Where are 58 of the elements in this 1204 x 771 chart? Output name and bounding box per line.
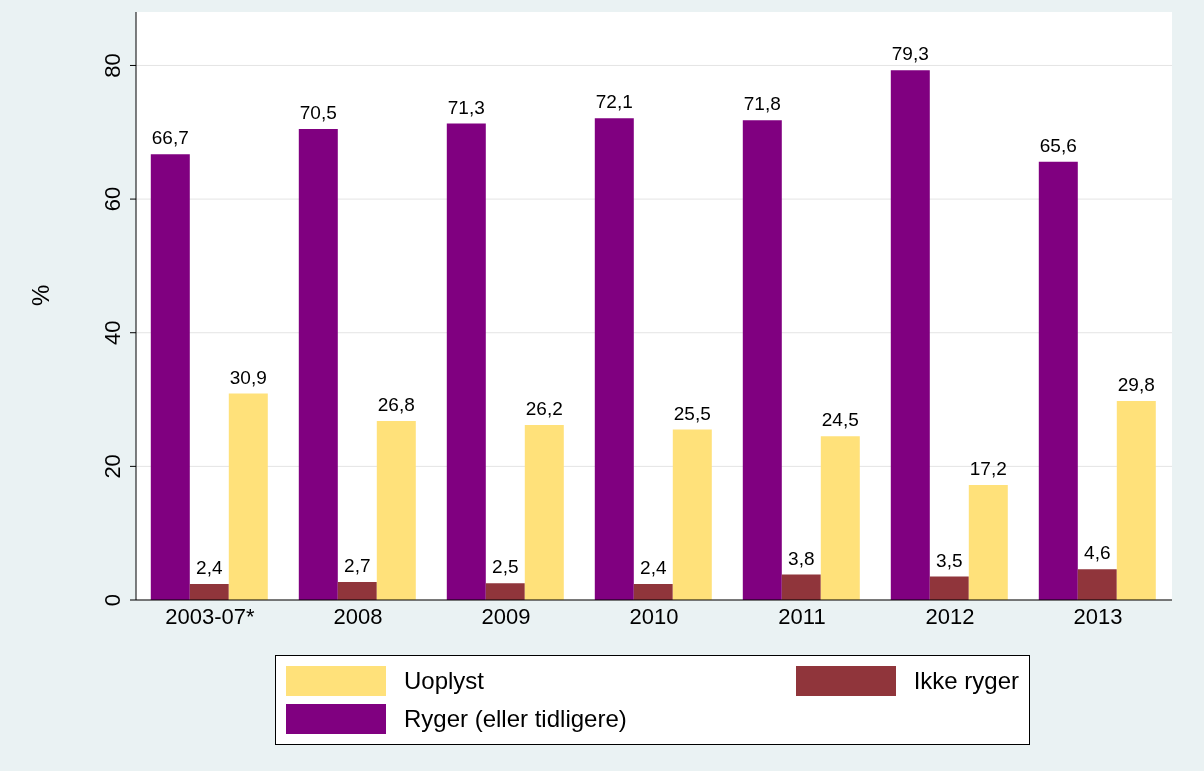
bar [150, 154, 190, 600]
y-tick-label: 80 [100, 53, 125, 78]
data-label: 2,5 [492, 556, 519, 578]
x-tick-label: 2012 [925, 603, 975, 629]
data-label: 24,5 [821, 409, 859, 431]
data-label: 26,8 [377, 393, 415, 415]
x-tick-label: 2013 [1073, 603, 1123, 629]
x-tick-label: 2011 [778, 603, 826, 629]
data-label: 71,3 [447, 96, 485, 118]
bar [376, 420, 416, 600]
data-label: 65,6 [1039, 134, 1077, 156]
data-label: 2,4 [196, 556, 223, 578]
bar [672, 429, 712, 600]
data-label: 25,5 [673, 402, 711, 424]
legend-label: Uoplyst [404, 667, 485, 695]
bar [485, 583, 525, 600]
x-tick-label: 2008 [333, 603, 383, 629]
data-label: 2,7 [344, 554, 371, 576]
bar [929, 576, 969, 600]
data-label: 79,3 [891, 43, 929, 65]
data-label: 70,5 [299, 101, 337, 123]
y-axis-title: % [26, 284, 54, 306]
bar [228, 393, 268, 600]
x-tick-label: 2010 [629, 603, 679, 629]
data-label: 26,2 [525, 397, 563, 419]
bar [446, 123, 486, 600]
data-label: 3,5 [936, 549, 963, 571]
data-label: 66,7 [151, 127, 189, 149]
bar [1038, 161, 1078, 600]
bar [594, 118, 634, 600]
bar [189, 583, 229, 600]
y-tick-label: 60 [100, 186, 125, 212]
x-tick-label: 2009 [481, 603, 531, 629]
bar [968, 485, 1008, 600]
y-tick-label: 40 [100, 320, 125, 345]
bar [890, 70, 930, 600]
bar [298, 128, 338, 600]
bar [1116, 400, 1156, 600]
legend-label: Ikke ryger [913, 667, 1019, 695]
bar [1077, 569, 1117, 600]
bar [742, 120, 782, 600]
data-label: 17,2 [969, 458, 1007, 480]
y-tick-label: 0 [100, 593, 125, 607]
data-label: 2,4 [640, 556, 667, 578]
x-tick-label: 2003-07* [165, 603, 256, 629]
bar [337, 581, 377, 600]
data-label: 29,8 [1117, 373, 1155, 395]
legend-label: Ryger (eller tidligere) [404, 705, 627, 733]
y-tick-label: 20 [100, 454, 125, 479]
bar [820, 436, 860, 600]
bar [633, 583, 673, 600]
data-label: 72,1 [595, 91, 633, 113]
data-label: 71,8 [743, 93, 781, 115]
data-label: 30,9 [229, 366, 267, 388]
bar [781, 574, 821, 600]
data-label: 3,8 [788, 547, 815, 569]
bar [524, 424, 564, 600]
data-label: 4,6 [1084, 542, 1111, 564]
